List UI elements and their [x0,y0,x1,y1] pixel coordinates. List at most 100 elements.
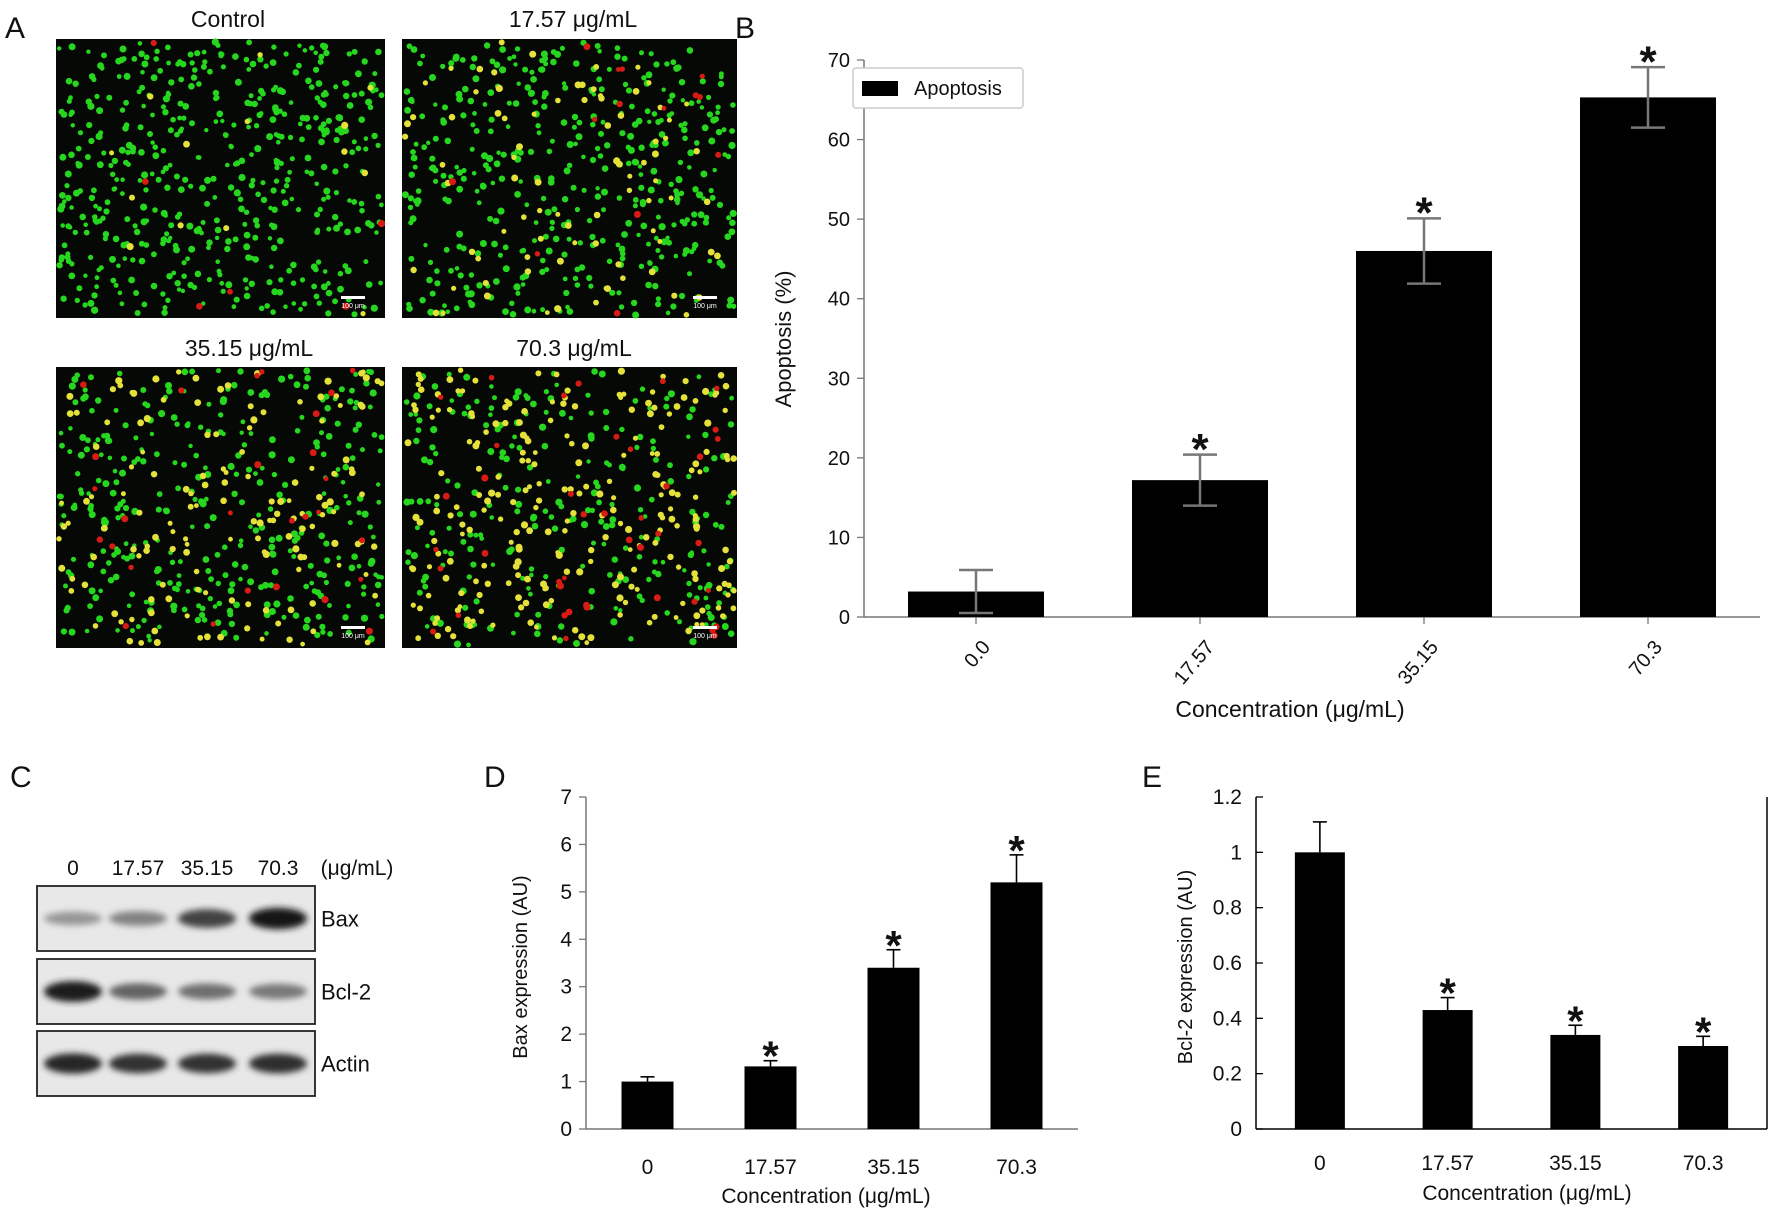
cell-yellow [410,602,416,608]
cell-yellow [187,503,194,510]
micrograph-title-control: Control [191,6,265,32]
cell-green [499,66,507,74]
cell-red [272,583,280,591]
cell-green [261,389,268,396]
cell-yellow [90,553,97,561]
cell-yellow [663,135,669,141]
cell-yellow [217,385,225,393]
cell-yellow [615,261,622,268]
cell-yellow [115,377,123,385]
cell-green [574,206,581,213]
cell-yellow [522,599,530,607]
cell-green [347,520,353,526]
cell-yellow [204,633,211,641]
cell-yellow [438,470,445,477]
cell-yellow [319,512,326,518]
cell-green [658,197,664,204]
cell-green [692,186,699,193]
cell-yellow [472,377,479,384]
cell-yellow [524,254,531,260]
cell-yellow [547,417,554,424]
cell-green [335,467,341,472]
cell-green [730,102,736,108]
cell-green [646,576,652,583]
cell-green [660,238,668,246]
cell-green [471,171,477,176]
cell-green [88,194,96,202]
cell-green [599,237,606,244]
cell-green [138,50,145,58]
cell-green [333,84,339,90]
cell-green [293,381,301,389]
cell-green [321,196,327,202]
cell-green [474,188,480,194]
cell-green [361,58,368,65]
cell-yellow [518,604,525,611]
cell-green [376,482,381,487]
cell-green [691,246,697,252]
cell-yellow [692,398,699,404]
cell-green [512,434,517,440]
cell-green [701,548,707,554]
cell-yellow [317,393,325,401]
cell-yellow [297,553,305,561]
legend-box [852,67,1024,109]
cell-green [96,107,104,115]
cell-yellow [505,580,512,587]
cell-green [220,118,225,124]
cell-green [56,493,63,500]
cell-green [375,48,382,56]
cell-green [456,185,464,193]
cell-red [178,387,185,394]
cell-green [566,162,573,168]
cell-yellow [674,523,680,529]
cell-yellow [299,525,306,533]
cell-green [488,412,493,418]
cell-green [323,127,330,133]
cell-green [86,491,91,496]
cell-yellow [448,113,456,121]
cell-green [157,624,162,630]
cell-green [304,616,311,624]
cell-green [628,636,634,642]
cell-yellow [450,633,457,640]
cell-green [176,287,182,292]
cell-yellow [722,546,729,554]
cell-green [413,437,420,445]
cell-green [465,404,472,411]
cell-green [541,94,547,100]
cell-green [429,529,436,536]
cell-green [65,77,73,85]
cell-yellow [563,568,571,575]
blot-label: Bax [321,907,359,932]
cell-green [355,421,362,428]
cell-yellow [618,395,624,400]
cell-green [88,254,94,260]
cell-green [83,446,90,453]
cell-green [272,106,280,113]
cell-yellow [364,639,371,646]
cell-yellow [564,387,571,394]
cell-green [308,170,315,177]
cell-yellow [716,585,723,592]
cell-red [378,220,386,228]
cell-green [245,466,253,473]
cell-yellow [699,622,705,627]
scale-bar [341,626,365,629]
cell-yellow [484,580,491,587]
cell-green [550,220,555,226]
cell-green [571,124,577,130]
cell-yellow [245,601,252,608]
cell-yellow [692,575,699,583]
cell-green [177,100,184,107]
cell-green [216,110,224,118]
cell-yellow [722,382,730,390]
cell-yellow [109,150,115,156]
y-tick-label: 0.6 [1213,952,1242,975]
cell-green [454,482,461,489]
cell-yellow [593,64,600,70]
cell-green [336,114,344,122]
cell-green [307,562,314,569]
cell-green [130,628,135,634]
cell-green [632,159,640,166]
